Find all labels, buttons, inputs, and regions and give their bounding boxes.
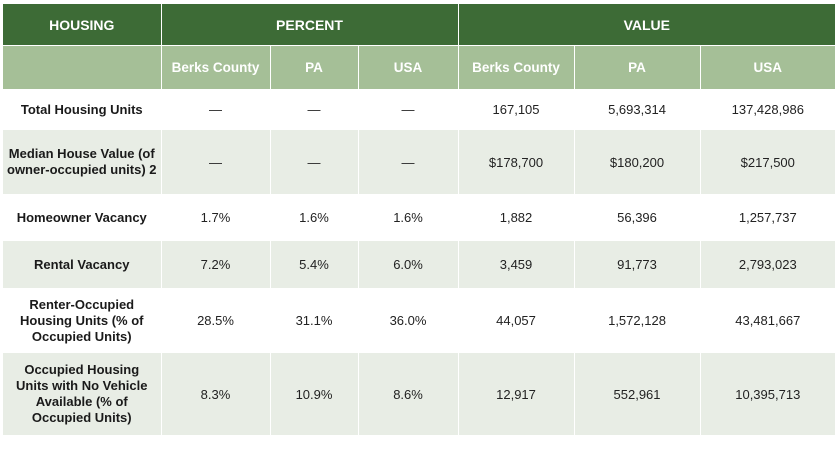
value-cell: 137,428,986 bbox=[700, 89, 836, 130]
percent-header: PERCENT bbox=[161, 4, 459, 46]
percent-cell: 31.1% bbox=[270, 288, 359, 353]
housing-table: HOUSING PERCENT VALUE Berks County PA US… bbox=[3, 4, 836, 436]
percent-cell: 8.3% bbox=[161, 352, 271, 436]
percent-cell: 7.2% bbox=[161, 240, 271, 289]
value-cell: 3,459 bbox=[458, 240, 575, 289]
value-cell: $180,200 bbox=[574, 129, 701, 195]
percent-cell: — bbox=[270, 129, 359, 195]
value-cell: 44,057 bbox=[458, 288, 575, 353]
value-cell: 5,693,314 bbox=[574, 89, 701, 130]
value-subheader-pa: PA bbox=[574, 45, 701, 90]
value-cell: 1,882 bbox=[458, 194, 575, 241]
housing-header: HOUSING bbox=[3, 4, 162, 46]
table-row: Median House Value (of owner-occupied un… bbox=[3, 129, 836, 195]
row-label: Homeowner Vacancy bbox=[3, 194, 162, 241]
table-row: Rental Vacancy 7.2% 5.4% 6.0% 3,459 91,7… bbox=[3, 240, 836, 289]
subheader-row: Berks County PA USA Berks County PA USA bbox=[3, 45, 836, 90]
value-cell: 2,793,023 bbox=[700, 240, 836, 289]
percent-cell: 1.7% bbox=[161, 194, 271, 241]
subheader-blank-cell bbox=[3, 45, 162, 90]
table-row: Renter-Occupied Housing Units (% of Occu… bbox=[3, 288, 836, 353]
value-cell: 56,396 bbox=[574, 194, 701, 241]
value-header: VALUE bbox=[458, 4, 836, 46]
value-cell: 91,773 bbox=[574, 240, 701, 289]
value-cell: 12,917 bbox=[458, 352, 575, 436]
value-cell: 1,572,128 bbox=[574, 288, 701, 353]
value-cell: 1,257,737 bbox=[700, 194, 836, 241]
value-cell: $217,500 bbox=[700, 129, 836, 195]
row-label: Rental Vacancy bbox=[3, 240, 162, 289]
percent-subheader-berks: Berks County bbox=[161, 45, 271, 90]
row-label: Occupied Housing Units with No Vehicle A… bbox=[3, 352, 162, 436]
value-cell: 167,105 bbox=[458, 89, 575, 130]
table-row: Total Housing Units — — — 167,105 5,693,… bbox=[3, 89, 836, 130]
percent-cell: 36.0% bbox=[358, 288, 459, 353]
percent-cell: 28.5% bbox=[161, 288, 271, 353]
table-row: Occupied Housing Units with No Vehicle A… bbox=[3, 352, 836, 436]
percent-cell: 10.9% bbox=[270, 352, 359, 436]
value-cell: 43,481,667 bbox=[700, 288, 836, 353]
header-row: HOUSING PERCENT VALUE bbox=[3, 4, 836, 46]
percent-subheader-usa: USA bbox=[358, 45, 459, 90]
value-subheader-berks: Berks County bbox=[458, 45, 575, 90]
percent-cell: — bbox=[270, 89, 359, 130]
row-label: Renter-Occupied Housing Units (% of Occu… bbox=[3, 288, 162, 353]
value-cell: $178,700 bbox=[458, 129, 575, 195]
value-cell: 10,395,713 bbox=[700, 352, 836, 436]
value-cell: 552,961 bbox=[574, 352, 701, 436]
percent-cell: 8.6% bbox=[358, 352, 459, 436]
percent-cell: 5.4% bbox=[270, 240, 359, 289]
value-subheader-usa: USA bbox=[700, 45, 836, 90]
percent-cell: — bbox=[161, 89, 271, 130]
percent-cell: — bbox=[358, 89, 459, 130]
row-label: Median House Value (of owner-occupied un… bbox=[3, 129, 162, 195]
percent-cell: — bbox=[358, 129, 459, 195]
percent-cell: 1.6% bbox=[358, 194, 459, 241]
percent-cell: 6.0% bbox=[358, 240, 459, 289]
percent-cell: — bbox=[161, 129, 271, 195]
row-label: Total Housing Units bbox=[3, 89, 162, 130]
table-row: Homeowner Vacancy 1.7% 1.6% 1.6% 1,882 5… bbox=[3, 194, 836, 241]
percent-cell: 1.6% bbox=[270, 194, 359, 241]
percent-subheader-pa: PA bbox=[270, 45, 359, 90]
